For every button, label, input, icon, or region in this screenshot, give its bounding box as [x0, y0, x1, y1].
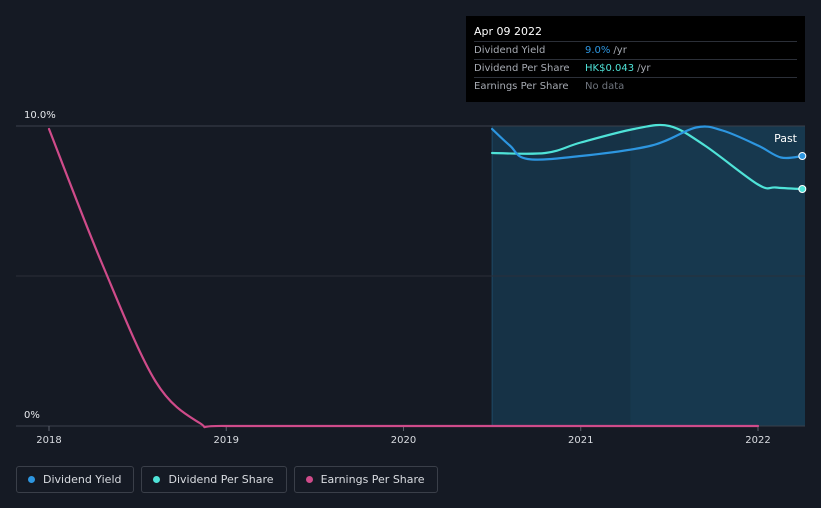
series-endpoint-dividend-per-share: [798, 185, 807, 193]
x-tick-label: 2020: [391, 435, 416, 446]
x-tick-label: 2022: [745, 435, 770, 446]
legend-label: Dividend Per Share: [168, 473, 274, 486]
past-label: Past: [774, 132, 798, 145]
legend-label: Dividend Yield: [43, 473, 122, 486]
legend-item-dividend-per-share[interactable]: Dividend Per Share: [141, 466, 287, 493]
y-tick-label: 10.0%: [24, 110, 56, 121]
tooltip-row-dividend-per-share: Dividend Per Share HK$0.043/yr: [474, 59, 797, 77]
legend-dot: [28, 476, 35, 483]
series-line-earnings-per-share: [47, 127, 760, 429]
x-tick-label: 2019: [214, 435, 239, 446]
tooltip-row-earnings-per-share: Earnings Per Share No data: [474, 77, 797, 95]
legend-item-earnings-per-share[interactable]: Earnings Per Share: [293, 466, 438, 493]
tooltip-value: HK$0.043: [585, 63, 635, 74]
tooltip-label: Dividend Per Share: [474, 63, 570, 74]
x-tick-label: 2018: [36, 435, 61, 446]
tooltip-unit: /yr: [637, 63, 651, 74]
legend: Dividend Yield Dividend Per Share Earnin…: [16, 466, 445, 493]
tooltip-row-dividend-yield: Dividend Yield 9.0%/yr: [474, 41, 797, 59]
tooltip-label: Earnings Per Share: [474, 81, 569, 92]
series-endpoint-dividend-yield: [798, 152, 807, 160]
tooltip-date: Apr 09 2022: [474, 25, 543, 38]
legend-dot: [305, 476, 313, 483]
tooltip-value: 9.0%: [585, 45, 611, 56]
legend-label: Earnings Per Share: [320, 473, 425, 486]
tooltip: Apr 09 2022 Dividend Yield 9.0%/yr Divid…: [466, 16, 805, 102]
legend-dot: [153, 476, 161, 483]
series-line-dividend-yield: [491, 125, 804, 161]
tooltip-value: No data: [585, 81, 625, 92]
tooltip-label: Dividend Yield: [474, 45, 546, 56]
series-line-dividend-per-share: [491, 123, 804, 191]
x-tick-label: 2021: [568, 435, 593, 446]
y-tick-label: 0%: [24, 410, 40, 421]
legend-item-dividend-yield[interactable]: Dividend Yield: [16, 466, 135, 493]
chart-area: 0% 10.0% 2018 2019 2020 2021 2022 Past: [16, 110, 807, 446]
tooltip-unit: /yr: [613, 45, 627, 56]
